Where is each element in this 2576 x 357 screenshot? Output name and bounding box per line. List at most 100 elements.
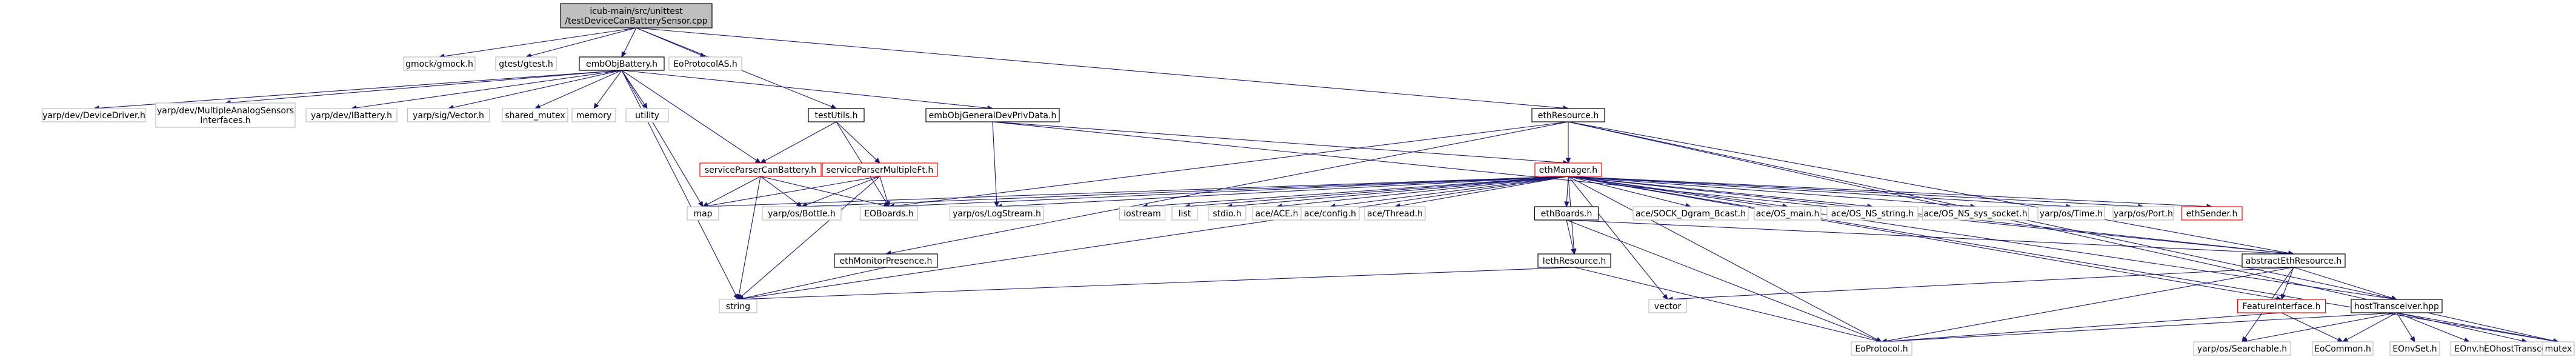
node-label: EOnvSet.h [2392,344,2437,354]
edge-abstractEthResource-to-hostTransceiver [2293,267,2398,301]
edge-hostTransceiver-to-EOhostTransceiver [2396,312,2528,344]
edge-serviceParserMultipleFt-to-map [702,176,880,209]
node-gmock: gmock/gmock.h [403,56,476,71]
node-label: ethBoards.h [1541,209,1593,219]
edge-hostTransceiver-to-EOnv [2396,312,2471,342]
node-label: serviceParserCanBattery.h [705,165,816,175]
node-label: ethResource.h [1538,111,1599,121]
edge-hostTransceiver-to-EOnvSet [2396,312,2415,343]
node-EoCommon: EoCommon.h [2312,341,2374,356]
edge-serviceParserCanBattery-to-EOBoards [760,176,890,209]
node-label: EoProtocol.h [1855,344,1908,354]
node-Vector: yarp/sig/Vector.h [407,108,490,122]
node-stdio: stdio.h [1208,206,1246,221]
node-label: testUtils.h [814,111,857,121]
edge-embObjBattery-to-IBattery [350,70,622,111]
node-label: icub-main/src/unittest [590,7,683,16]
edge-embObjBattery-to-utility [621,70,648,110]
node-abstractEthResource[interactable]: abstractEthResource.h [2242,253,2346,268]
node-ethMonitorPresence[interactable]: ethMonitorPresence.h [834,253,938,268]
edge-embObjBattery-to-memory [593,70,622,110]
node-config: ace/config.h [1300,206,1360,221]
edge-serviceParserCanBattery-to-string [736,176,761,301]
node-root[interactable]: icub-main/src/unittest/testDeviceCanBatt… [560,3,713,28]
node-DeviceDriver: yarp/dev/DeviceDriver.h [42,108,146,122]
node-FeatureInterface[interactable]: FeatureInterface.h [2237,299,2326,313]
node-embObjGeneralDevPrivData[interactable]: embObjGeneralDevPrivData.h [925,108,1060,122]
node-ethSender[interactable]: ethSender.h [2181,206,2243,221]
edge-FeatureInterface-to-EoProtocol [1880,312,2282,344]
node-label: shared_mutex [505,111,565,121]
node-label: ethSender.h [2186,209,2238,219]
node-Searchable: yarp/os/Searchable.h [2193,341,2291,356]
node-serviceParserMultipleFt[interactable]: serviceParserMultipleFt.h [822,162,938,177]
node-LogStream: yarp/os/LogStream.h [949,206,1045,221]
node-label: memory [576,111,612,121]
edge-ethManager-to-EOBoards [888,176,1569,209]
edge-serviceParserMultipleFt-to-Bottle [800,176,880,207]
edge-serviceParserMultipleFt-to-string [737,176,880,300]
node-label: /testDeviceCanBatterySensor.cpp [565,16,707,26]
nodes-layer: icub-main/src/unittest/testDeviceCanBatt… [42,3,2575,356]
node-label: IethResource.h [1543,256,1606,266]
edge-testUtils-to-serviceParserCanBattery [759,121,837,164]
node-label: yarp/dev/DeviceDriver.h [42,111,145,121]
node-label: ethMonitorPresence.h [840,256,933,266]
node-EOBoards: EOBoards.h [859,206,919,221]
edge-serviceParserCanBattery-to-Bottle [760,176,803,207]
edge-ethManager-to-vector [1568,176,1668,300]
edge-root-to-gtest [525,27,637,58]
node-label: yarp/os/Time.h [2040,209,2103,219]
node-label: EOBoards.h [864,209,914,219]
node-list: list [1171,206,1198,221]
node-EoProtocolAS: EoProtocolAS.h [668,56,742,71]
edge-ethManager-to-hostTransceiver [1568,176,2398,301]
node-memory: memory [571,108,616,122]
node-label: abstractEthResource.h [2246,256,2342,266]
node-label: mutex [2545,344,2572,354]
node-vector: vector [1648,299,1687,313]
node-label: FeatureInterface.h [2243,302,2321,312]
node-ethBoards[interactable]: ethBoards.h [1534,206,1599,221]
edge-serviceParserCanBattery-to-map [702,176,761,207]
node-EOnv: EOnv.h [2450,341,2489,356]
node-shared_mutex: shared_mutex [502,108,568,122]
node-ethResource[interactable]: ethResource.h [1531,108,1605,122]
edge-ethResource-to-abstractEthResource [1568,121,2295,256]
edge-ethManager-to-EoProtocol [1568,176,1883,342]
node-serviceParserCanBattery[interactable]: serviceParserCanBattery.h [699,162,822,177]
edge-FeatureInterface-to-EoCommon [2281,312,2344,342]
node-mutex: mutex [2542,341,2575,356]
node-EoProtocol: EoProtocol.h [1851,341,1912,356]
edge-ethMonitorPresence-to-string [737,267,887,301]
node-label: ethManager.h [1539,165,1597,175]
edge-abstractEthResource-to-EoProtocol [1880,267,2294,344]
edge-embObjBattery-to-map [621,70,704,208]
node-Time: yarp/os/Time.h [2037,206,2105,221]
edge-embObjBattery-to-embObjGeneralDevPrivData [621,70,994,111]
node-embObjBattery[interactable]: embObjBattery.h [579,56,665,71]
node-label: ace/Thread.h [1367,209,1423,219]
node-IethResource[interactable]: IethResource.h [1537,253,1611,268]
node-label: yarp/sig/Vector.h [413,111,484,121]
edge-ethManager-to-LogStream [996,176,1569,209]
node-EOnvSet: EOnvSet.h [2389,341,2440,356]
node-testUtils[interactable]: testUtils.h [808,108,865,122]
node-label: embObjGeneralDevPrivData.h [929,111,1057,121]
node-label: ace/OS_main.h [1756,209,1820,219]
node-label: list [1179,209,1191,219]
node-label: gmock/gmock.h [405,59,473,69]
edge-ethManager-to-Time [1568,176,2072,209]
node-ethManager[interactable]: ethManager.h [1534,162,1602,177]
edge-serviceParserMultipleFt-to-EOBoards [879,176,890,208]
node-MultipleAnalogSensors: yarp/dev/MultipleAnalogSensorsInterfaces… [155,102,296,128]
edge-ethResource-to-EOBoards [888,121,1569,209]
node-OS_NS_sys_socket: ace/OS_NS_sys_socket.h [1922,206,2029,221]
node-Port: yarp/os/Port.h [2112,206,2174,221]
edge-abstractEthResource-to-FeatureInterface [2281,267,2294,301]
edges-layer [93,27,2560,344]
node-label: embObjBattery.h [586,59,657,69]
node-label: EOnv.h [2454,344,2484,354]
node-hostTransceiver[interactable]: hostTransceiver.hpp [2351,299,2443,313]
